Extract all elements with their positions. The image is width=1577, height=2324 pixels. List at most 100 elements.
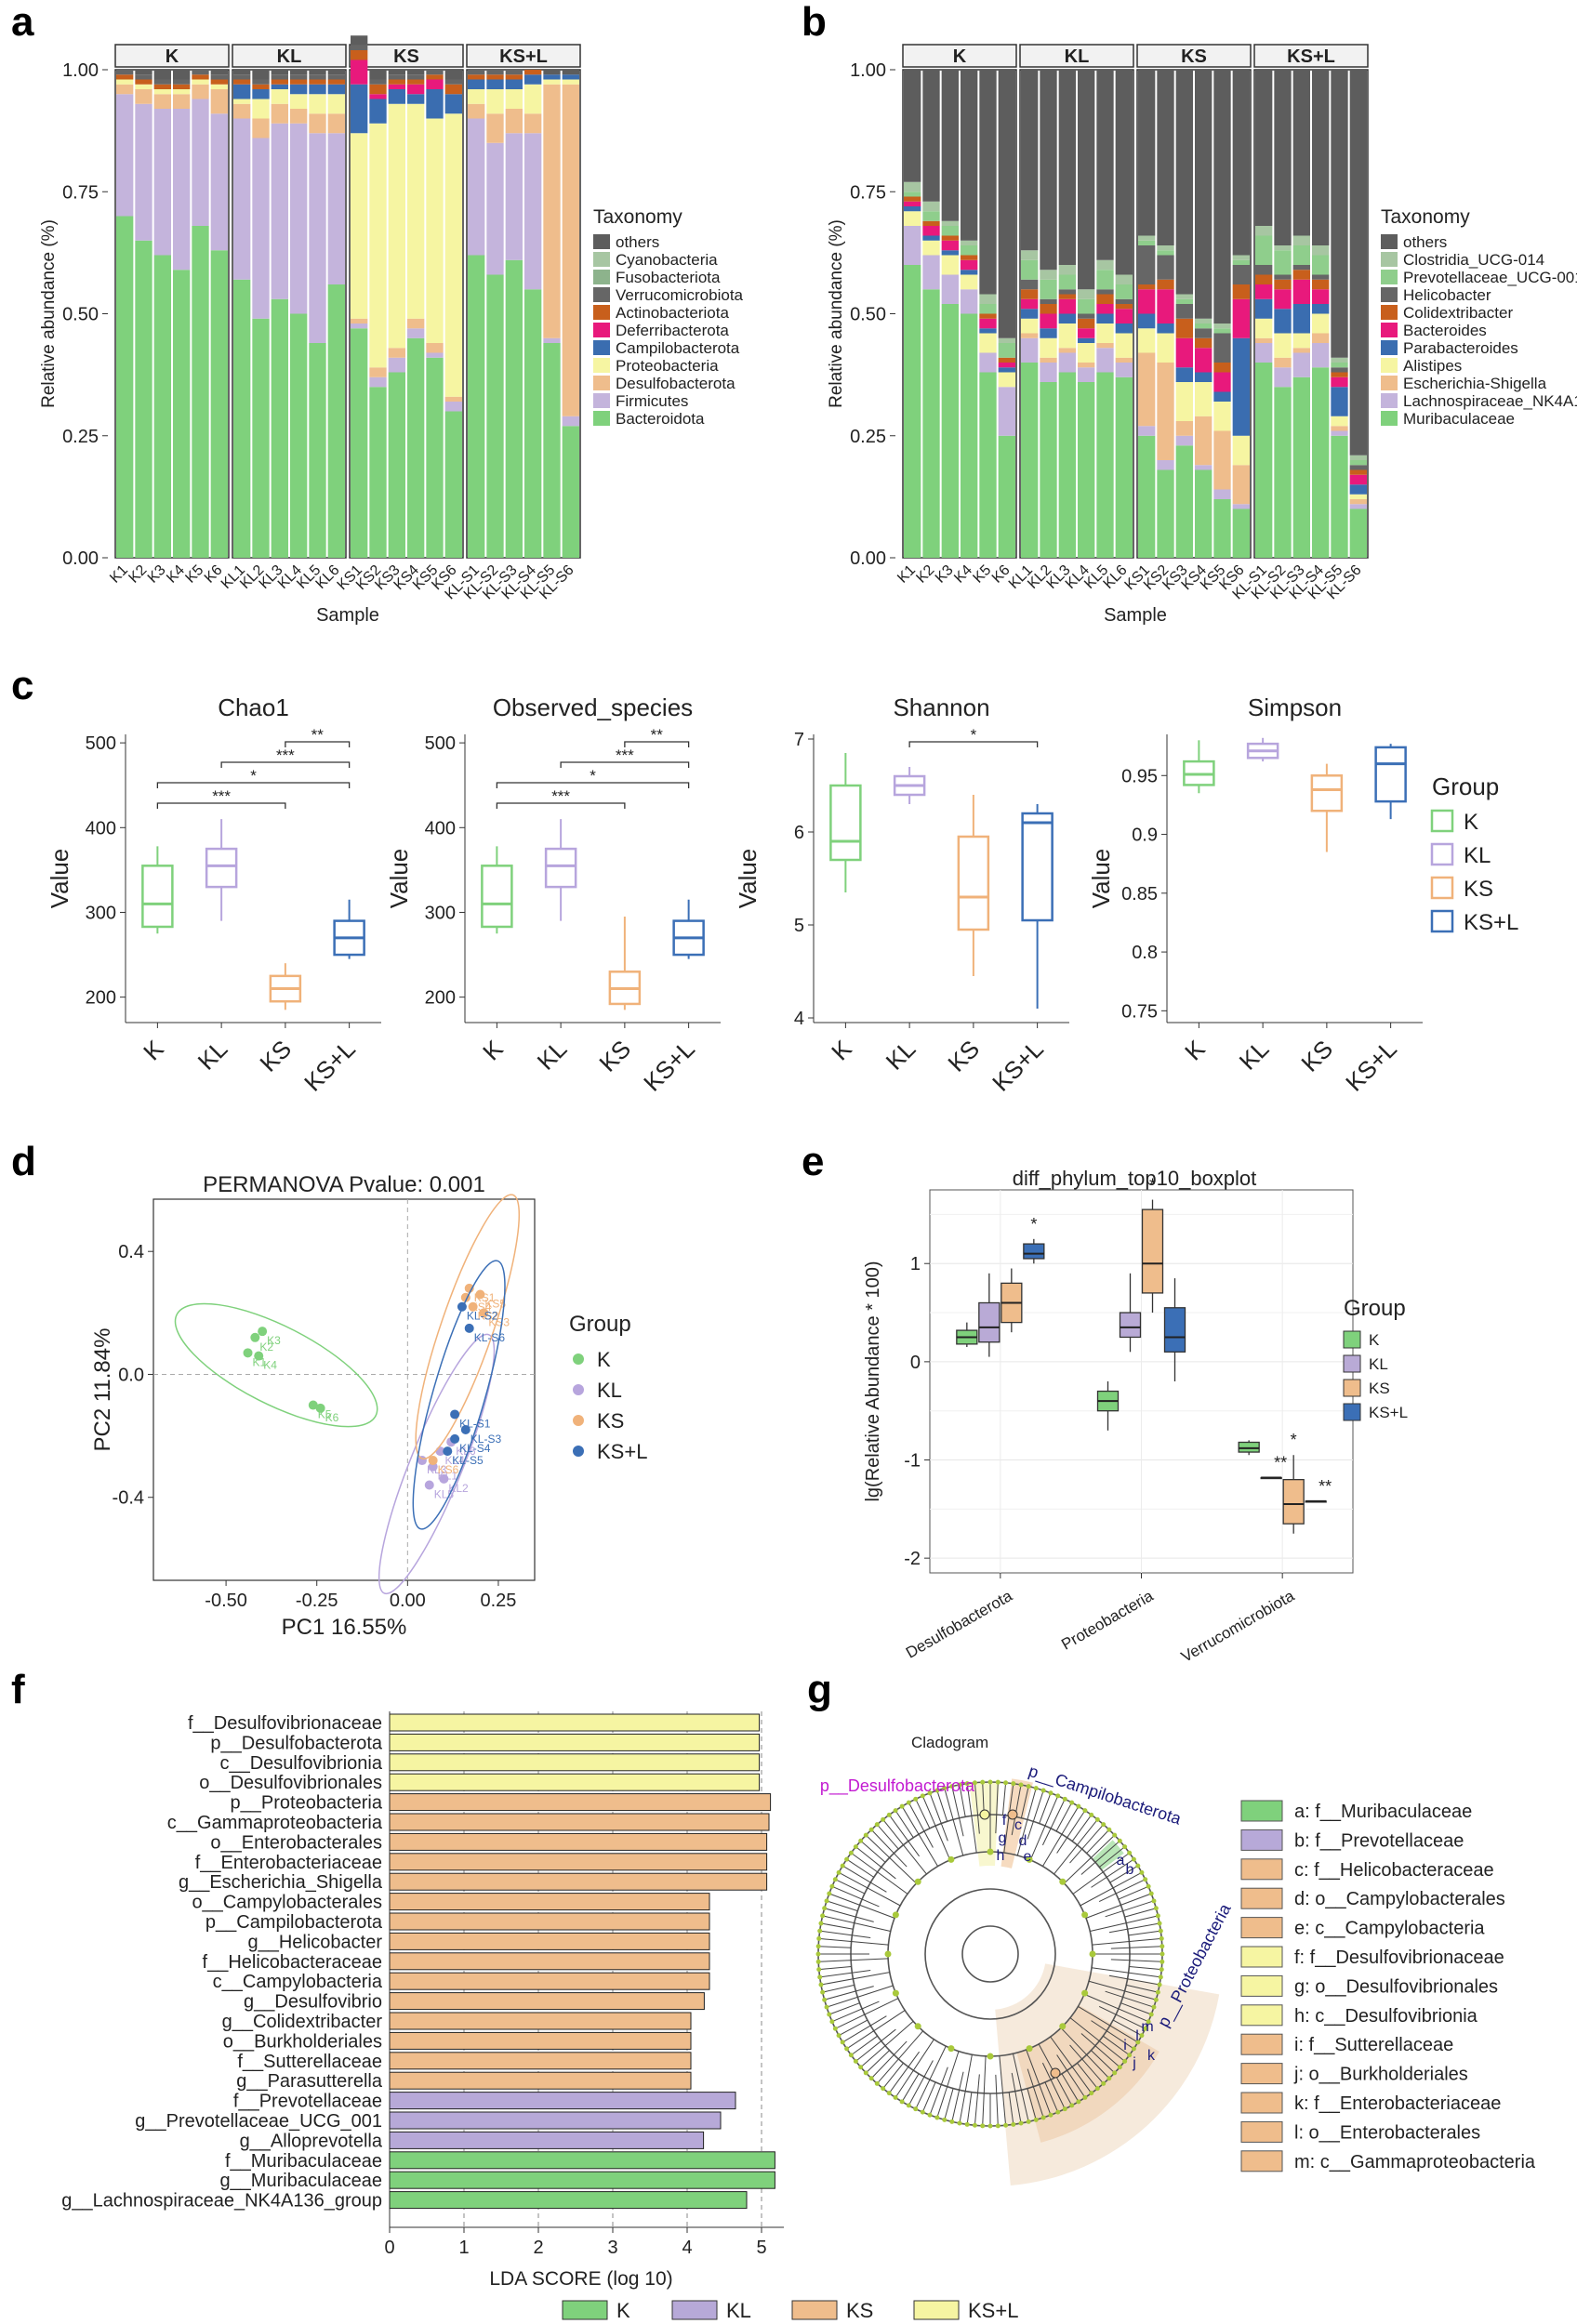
tree-leaf (913, 1796, 919, 1802)
bar-segment-others (1175, 70, 1193, 295)
bar-segment-Parabacteroides (1040, 328, 1057, 338)
legend-entry: KS+L (1369, 1404, 1408, 1421)
panel-label-f: f (11, 1667, 25, 1712)
bar-segment-Verrucomicrobiota (173, 79, 191, 85)
bar-segment-Colidextribacter (1175, 318, 1193, 338)
lda-bar-g__Colidextribacter (389, 2012, 692, 2030)
category-label: f__Desulfovibrionaceae (188, 1713, 382, 1734)
bar-segment-others (904, 70, 921, 182)
tree-branch (818, 1946, 852, 1948)
bar-segment-Bacteroidota (153, 255, 171, 558)
tree-leaf (899, 2099, 905, 2105)
tree-leaf (1139, 2033, 1145, 2039)
tree-leaf (1076, 2099, 1081, 2105)
bar-segment-others (1040, 70, 1057, 271)
tree-leaf (1026, 2119, 1031, 2124)
tree-leaf (980, 2123, 986, 2129)
point-label: KS3 (488, 1315, 510, 1328)
y-tick-label: 0.50 (850, 305, 886, 325)
bar-segment-Colidextribacter (998, 357, 1015, 363)
box-KS (957, 835, 990, 931)
bar-segment-Escherichia-Shigella (1157, 363, 1174, 460)
tree-leaf (1122, 1844, 1128, 1850)
bar-segment-others (351, 35, 368, 46)
box-Verrucomicrobiota-KS (1282, 1478, 1305, 1525)
legend-swatch (1430, 876, 1454, 900)
bar-segment-Desulfobacterota (351, 318, 368, 324)
tree-leaf (1143, 2026, 1148, 2031)
bar-segment-Muribaculaceae (922, 289, 940, 558)
tree-branch (936, 1789, 948, 1822)
x-tick-label: KS (593, 1035, 636, 1077)
tree-branch (936, 2051, 960, 2119)
tree-branch (1001, 1782, 1007, 1816)
bar-segment-Alistipes (1138, 328, 1156, 353)
lda-bar-f__Prevotellaceae (389, 2092, 736, 2110)
point-KL-S2 (457, 1301, 467, 1312)
legend-title: Group (1432, 772, 1499, 800)
legend-swatch (1240, 2033, 1283, 2055)
legend-swatch (1430, 909, 1454, 933)
bar-segment-Escherichia-Shigella (1078, 363, 1095, 368)
tree-leaf (816, 1967, 822, 1973)
tree-branch (1092, 1937, 1162, 1946)
bar-segment-others (1213, 70, 1231, 324)
bar-segment-Verrucomicrobiota (309, 74, 326, 80)
point-KL-S5 (443, 1446, 453, 1457)
y-tick-label: 6 (794, 823, 804, 843)
bar-segment-Bacteroidota (327, 284, 345, 558)
tree-branch (966, 1783, 977, 1854)
legend-swatch (1381, 234, 1398, 249)
bar-segment-Proteobacteria (271, 89, 288, 104)
legend-title: Group (1344, 1296, 1406, 1321)
legend-swatch (593, 270, 610, 284)
tree-branch (835, 1998, 899, 2029)
tree-leaf (1159, 1935, 1164, 1941)
tree-leaf (1112, 2070, 1118, 2076)
tree-branch (966, 2092, 973, 2125)
bar-segment-Bacteroides (1331, 376, 1348, 388)
tree-leaf (1153, 1997, 1159, 2002)
bar-segment-others (1274, 70, 1292, 245)
tree-leaf (858, 1838, 864, 1843)
bar-segment-Muribaculaceae (1040, 382, 1057, 558)
bar-segment-Alistipes (1175, 382, 1193, 421)
bar-segment-Bacteroides (998, 363, 1015, 368)
bar-segment-Verrucomicrobiota (271, 74, 288, 80)
tree-leaf (1160, 1944, 1165, 1949)
tree-leaf (1033, 1786, 1039, 1791)
tree-leaf (1003, 2122, 1009, 2128)
bar-segment-Alistipes (1021, 318, 1039, 334)
tree-branch (818, 1937, 889, 1946)
tree-branch (1041, 1799, 1066, 1846)
bar-segment-Bacteroidota (505, 259, 523, 558)
tree-leaf (1160, 1951, 1165, 1957)
significance-label: * (250, 767, 257, 785)
tree-branch (1110, 1946, 1162, 1949)
category-label: o__Campylobacterales (192, 1893, 382, 1913)
bar-segment-Actinobacteriota (327, 79, 345, 85)
node-letter-c: c (1014, 1817, 1022, 1833)
bar-segment-Bacteroidota (369, 387, 387, 558)
bar-segment-Escherichia-Shigella (1349, 499, 1367, 505)
bar-segment-Verrucomicrobiota (135, 74, 152, 80)
tree-leaf (1069, 1800, 1075, 1805)
y-tick-label: 200 (86, 988, 116, 1009)
bar-segment-Actinobacteriota (290, 79, 308, 85)
bar-segment-Verrucomicrobiota (369, 79, 387, 85)
tree-branch (995, 2074, 999, 2126)
tree-leaf (1151, 2004, 1157, 2010)
x-axis-label: Sample (1104, 605, 1167, 626)
bar-segment-Muribaculaceae (1195, 469, 1213, 558)
bar-segment-Alistipes (1115, 333, 1133, 358)
legend-title: Group (569, 1312, 631, 1337)
tree-leaf (980, 1779, 986, 1785)
y-tick-label: 0.95 (1121, 766, 1158, 786)
bar-segment-Parabacteroides (1175, 367, 1193, 382)
tree-leaf (1148, 1891, 1154, 1896)
legend-swatch (593, 234, 610, 249)
bar-segment-Lachnospiraceae_NK4A136_group (1312, 343, 1330, 368)
bar-segment-Actinobacteriota (271, 79, 288, 85)
facet-label: KS (393, 46, 419, 67)
bar-segment-Firmicutes (192, 99, 209, 226)
